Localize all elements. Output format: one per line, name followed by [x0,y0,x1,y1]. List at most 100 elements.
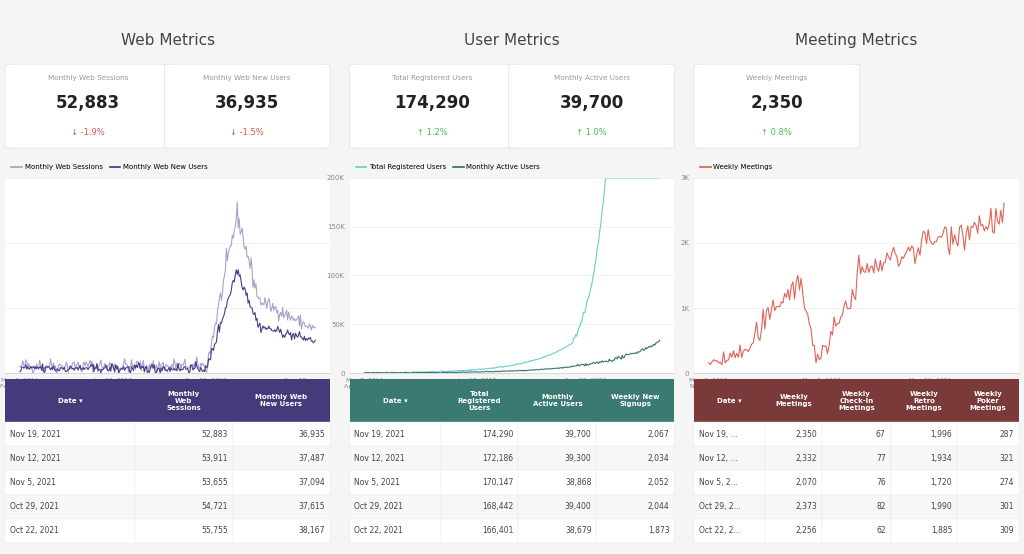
Text: 62: 62 [877,526,886,535]
Text: Weekly
Retro
Meetings: Weekly Retro Meetings [905,391,942,411]
Text: Monthly Web New Users: Monthly Web New Users [204,75,291,81]
Text: Weekly Meetings: Weekly Meetings [746,75,808,81]
Text: Oct 22, 2021: Oct 22, 2021 [354,526,403,535]
Text: 52,883: 52,883 [202,429,227,439]
Text: Date ▾: Date ▾ [57,398,82,404]
Bar [596,379,675,422]
Bar [891,495,957,519]
Text: 1,934: 1,934 [931,454,952,463]
Text: Monthly Web Sessions: Monthly Web Sessions [48,75,128,81]
Text: Total
Registered
Users: Total Registered Users [458,391,502,411]
Bar [822,470,891,495]
Bar [957,470,1019,495]
Text: 309: 309 [999,526,1014,535]
Text: Monthly Active Users: Monthly Active Users [554,75,630,81]
Bar [766,470,822,495]
Text: 166,401: 166,401 [482,526,514,535]
Legend: Total Registered Users, Monthly Active Users: Total Registered Users, Monthly Active U… [353,161,543,173]
Text: 38,167: 38,167 [299,526,326,535]
Text: Web Metrics: Web Metrics [121,33,215,48]
FancyBboxPatch shape [164,64,330,148]
Text: Nov 5, 2021: Nov 5, 2021 [10,478,56,487]
Bar [957,495,1019,519]
Text: 174,290: 174,290 [482,429,514,439]
Bar [891,470,957,495]
Bar [349,495,440,519]
Bar [232,422,330,446]
Text: 1,990: 1,990 [931,502,952,511]
Bar [891,519,957,543]
Text: Nov 12, 2021: Nov 12, 2021 [354,454,406,463]
Legend: Monthly Web Sessions, Monthly Web New Users: Monthly Web Sessions, Monthly Web New Us… [8,161,210,173]
Bar [518,470,596,495]
Text: 37,094: 37,094 [298,478,326,487]
Bar [135,446,232,470]
Bar [5,446,135,470]
Text: 2,044: 2,044 [648,502,670,511]
Text: 76: 76 [876,478,886,487]
Bar [440,379,518,422]
Text: 1,720: 1,720 [931,478,952,487]
Bar [766,495,822,519]
Bar [694,519,766,543]
Text: Weekly
Meetings: Weekly Meetings [775,394,812,407]
Text: Total Registered Users: Total Registered Users [392,75,473,81]
Text: Date ▾: Date ▾ [718,398,742,404]
Text: 2,350: 2,350 [796,429,817,439]
Text: Meeting Metrics: Meeting Metrics [796,33,918,48]
Bar [440,470,518,495]
Text: 2,373: 2,373 [796,502,817,511]
Bar [694,422,766,446]
Bar [596,422,675,446]
Text: Oct 22, 2...: Oct 22, 2... [698,526,740,535]
Bar [766,519,822,543]
Text: 174,290: 174,290 [394,95,470,112]
Text: User Metrics: User Metrics [464,33,560,48]
Text: 2,067: 2,067 [648,429,670,439]
Text: Nov 19, ...: Nov 19, ... [698,429,737,439]
Bar [349,470,440,495]
Bar [822,495,891,519]
Text: 170,147: 170,147 [482,478,514,487]
Text: ↓ -1.9%: ↓ -1.9% [71,128,104,137]
Bar [232,446,330,470]
Bar [135,519,232,543]
Text: Date ▾: Date ▾ [383,398,408,404]
Text: 39,700: 39,700 [559,95,624,112]
Bar [232,495,330,519]
Text: Nov 5, 2021: Nov 5, 2021 [354,478,400,487]
Bar [822,446,891,470]
Text: Weekly
Check-In
Meetings: Weekly Check-In Meetings [838,391,874,411]
Text: 1,873: 1,873 [648,526,670,535]
Bar [349,422,440,446]
Bar [694,470,766,495]
Bar [596,446,675,470]
Bar [822,519,891,543]
Bar [957,379,1019,422]
Text: ↓ -1.5%: ↓ -1.5% [230,128,264,137]
Bar [596,495,675,519]
Text: Weekly
Poker
Meetings: Weekly Poker Meetings [970,391,1007,411]
Text: ↑ 0.8%: ↑ 0.8% [762,128,793,137]
Bar [232,470,330,495]
Bar [891,379,957,422]
FancyBboxPatch shape [694,64,860,148]
Bar [518,379,596,422]
Bar [135,422,232,446]
Bar [891,422,957,446]
Bar [349,446,440,470]
Text: 2,332: 2,332 [796,454,817,463]
Text: 39,700: 39,700 [565,429,592,439]
Text: Weekly New
Signups: Weekly New Signups [611,394,659,407]
FancyBboxPatch shape [349,64,515,148]
Bar [822,379,891,422]
Bar [135,379,232,422]
Bar [5,519,135,543]
Text: 54,721: 54,721 [201,502,227,511]
Text: 321: 321 [999,454,1014,463]
Text: 37,487: 37,487 [299,454,326,463]
Bar [5,422,135,446]
Text: 1,885: 1,885 [931,526,952,535]
Bar [349,379,440,422]
Bar [5,470,135,495]
